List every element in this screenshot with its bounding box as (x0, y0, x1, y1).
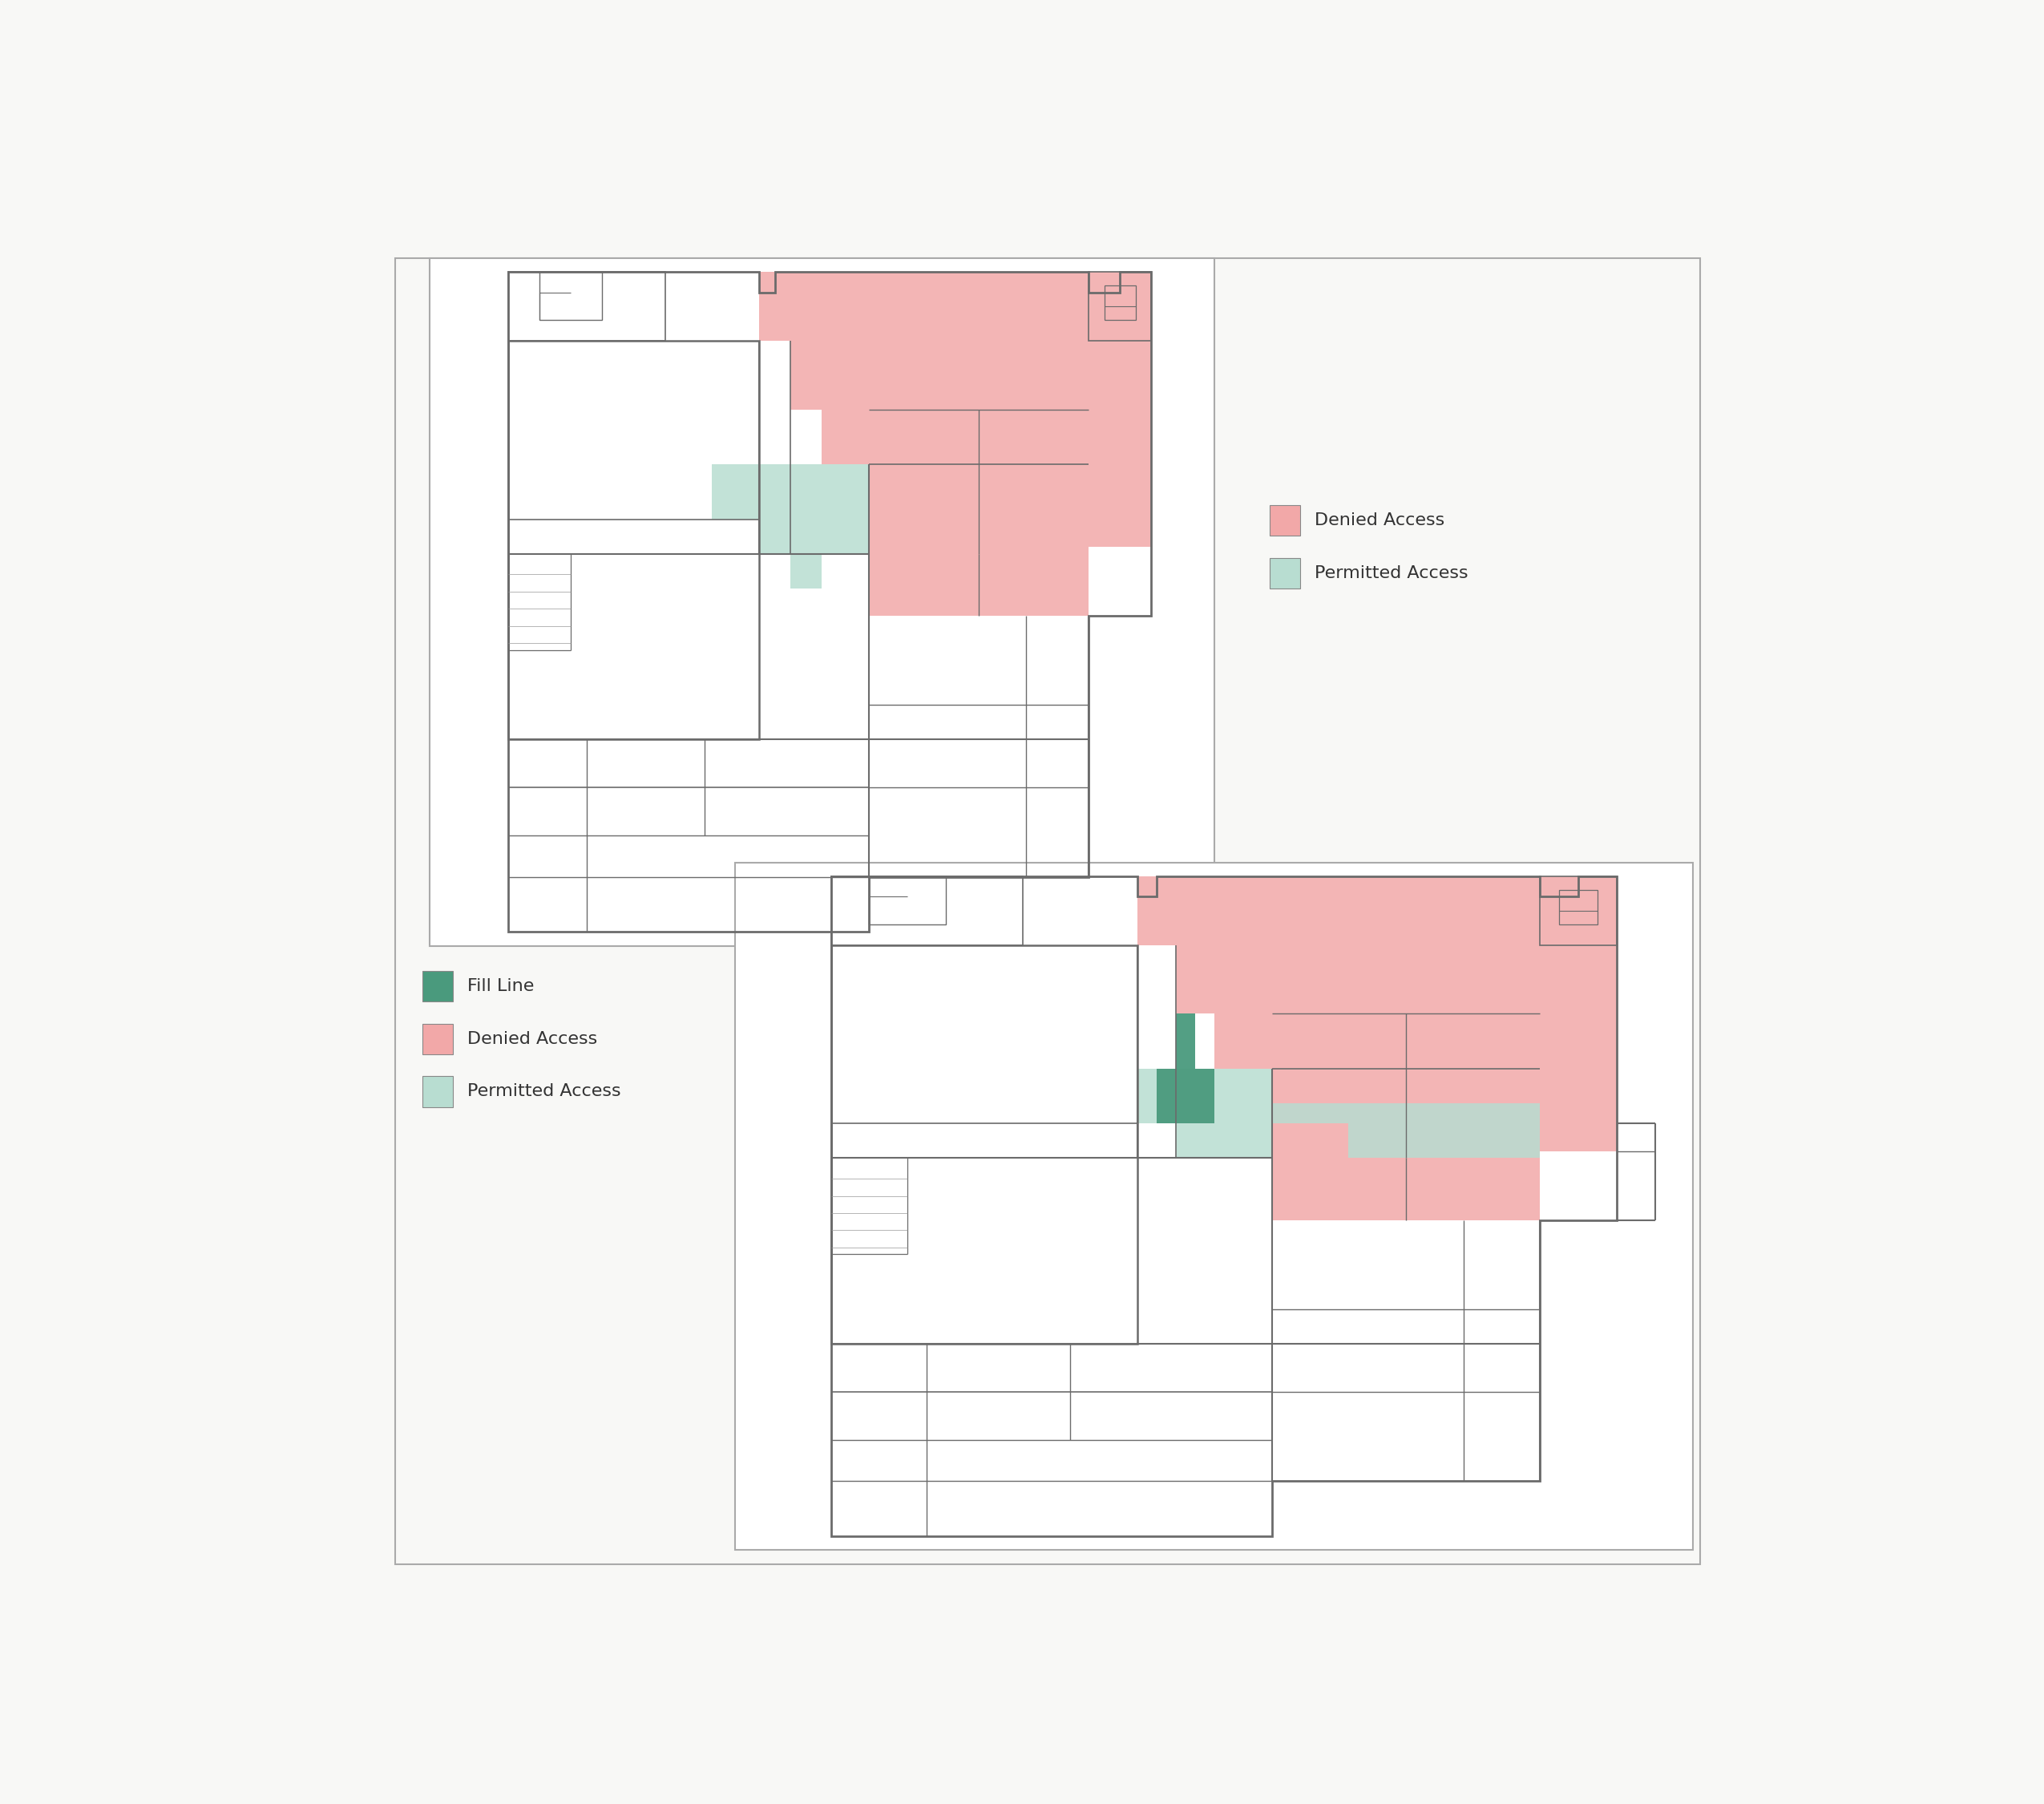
Polygon shape (1139, 877, 1617, 1220)
Polygon shape (711, 464, 869, 588)
Bar (736, 862, 1692, 1550)
Polygon shape (758, 272, 1151, 615)
Text: Fill Line: Fill Line (468, 978, 533, 994)
Bar (429, 258, 1214, 945)
Text: Permitted Access: Permitted Access (1314, 565, 1468, 581)
Text: Denied Access: Denied Access (1314, 512, 1445, 529)
Polygon shape (1157, 1014, 1214, 1124)
Polygon shape (1139, 1068, 1539, 1158)
Text: Permitted Access: Permitted Access (468, 1084, 621, 1100)
Bar (423, 1023, 454, 1054)
Bar (423, 971, 454, 1001)
Bar (1269, 557, 1300, 588)
Text: Denied Access: Denied Access (468, 1030, 597, 1046)
Bar (1269, 505, 1300, 536)
Bar (423, 1077, 454, 1108)
